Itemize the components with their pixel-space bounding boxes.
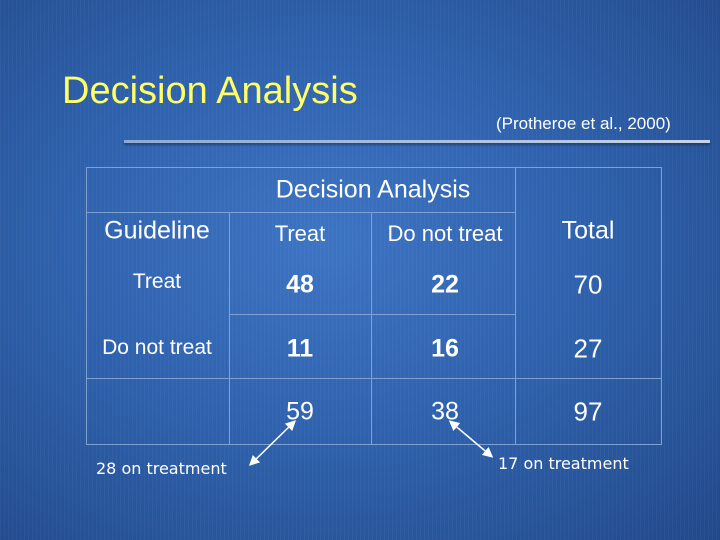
column-header-treat: Treat	[274, 221, 326, 246]
cell-do-not-treat-do-not-treat: 16	[431, 334, 459, 363]
cell-treat-treat: 48	[286, 270, 314, 299]
grid-line	[229, 314, 515, 315]
grid-line	[515, 168, 516, 444]
row-label-treat: Treat	[132, 270, 182, 293]
slide-title: Decision Analysis	[62, 70, 358, 112]
table-header: Decision Analysis	[275, 175, 471, 204]
citation: (Protheroe et al., 2000)	[496, 114, 671, 133]
grid-line	[229, 212, 230, 444]
row-header: Guideline	[104, 216, 210, 245]
cell-treat-total: 70	[573, 269, 603, 300]
grid-line	[371, 212, 372, 444]
row-label-do-not-treat: Do not treat	[102, 336, 212, 359]
arrow-right	[448, 420, 494, 458]
cell-do-not-treat-total: 27	[573, 333, 603, 364]
cell-treat-do-not-treat: 22	[431, 270, 459, 299]
cell-do-not-treat-treat: 11	[286, 334, 314, 363]
arrow-left	[248, 420, 297, 466]
column-header-total: Total	[561, 216, 615, 245]
decision-table: Decision Analysis Guideline Treat Do not…	[86, 167, 662, 445]
grid-line	[87, 378, 661, 379]
column-header-do-not-treat: Do not treat	[387, 221, 503, 246]
grand-total: 97	[573, 396, 603, 427]
annotation-left: 28 on treatment	[96, 459, 227, 478]
title-divider	[124, 140, 710, 143]
annotation-right: 17 on treatment	[498, 454, 629, 473]
grid-line	[87, 212, 515, 213]
